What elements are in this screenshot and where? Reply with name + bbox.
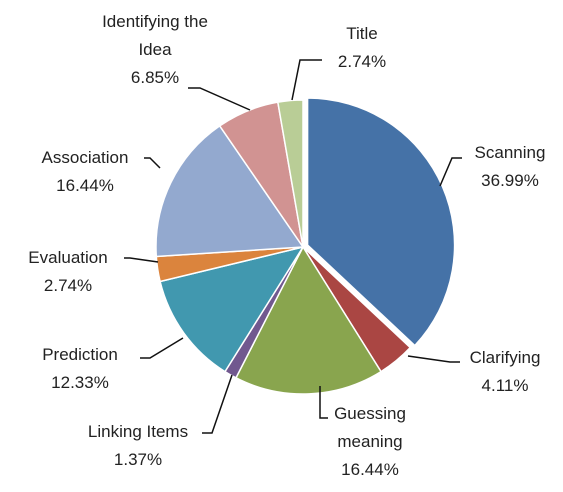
category-label: Evaluation [28, 248, 108, 267]
leader-line [144, 157, 161, 169]
value-label: 12.33% [51, 373, 109, 392]
leader-line [202, 374, 233, 434]
value-label: 16.44% [341, 460, 399, 479]
leader-line [188, 87, 251, 111]
slice-label: Title 2.74% [317, 20, 407, 76]
leader-line [124, 257, 159, 263]
pie-slice [306, 97, 456, 347]
slice-label: Prediction 12.33% [25, 341, 135, 397]
leader-line [319, 386, 328, 419]
value-label: 36.99% [481, 171, 539, 190]
leader-line [439, 157, 462, 187]
category-label: Linking Items [87, 422, 189, 441]
slice-label: Guessing meaning 16.44% [305, 400, 435, 484]
slice-label: Scanning 36.99% [455, 139, 563, 195]
category-label: Clarifying [469, 348, 541, 367]
slice-label: Association 16.44% [25, 144, 145, 200]
category-label: Scanning [474, 143, 546, 162]
pie-slice [234, 245, 383, 395]
category-label: Identifying the Idea [102, 12, 208, 59]
leader-line [407, 355, 460, 363]
slice-label: Identifying the Idea 6.85% [95, 8, 215, 92]
leader-line [140, 337, 184, 359]
value-label: 4.11% [481, 376, 529, 395]
category-label: Title [346, 24, 378, 43]
slice-label: Evaluation 2.74% [13, 244, 123, 300]
category-label: Association [41, 148, 129, 167]
slice-label: Clarifying 4.11% [450, 344, 560, 400]
value-label: 1.37% [113, 450, 163, 469]
value-label: 6.85% [130, 68, 180, 87]
pie-slice [159, 245, 305, 373]
category-label: Guessing meaning [334, 404, 406, 451]
leader-line [291, 59, 322, 101]
pie-slice [155, 124, 305, 258]
value-label: 2.74% [337, 52, 387, 71]
value-label: 16.44% [56, 176, 114, 195]
category-label: Prediction [42, 345, 118, 364]
slice-label: Linking Items 1.37% [73, 418, 203, 474]
pie-slice [276, 99, 304, 248]
value-label: 2.74% [43, 276, 93, 295]
